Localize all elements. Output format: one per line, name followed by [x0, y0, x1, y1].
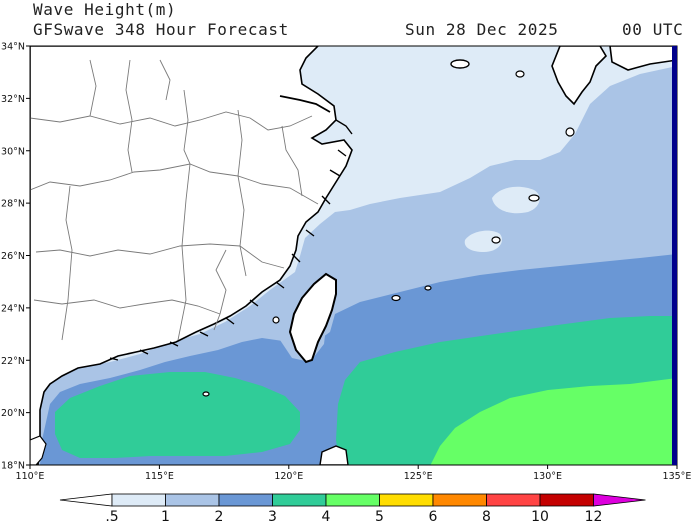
colorbar-label: 6: [429, 509, 438, 525]
colorbar-label: 12: [585, 509, 603, 525]
island: [450, 59, 470, 69]
yangtze-estuary: [279, 95, 331, 113]
island: [391, 294, 401, 302]
colorbar-label: 5: [375, 509, 384, 525]
colorbar-under-arrow: [59, 493, 113, 507]
colorbar-label: 10: [531, 509, 549, 525]
island: [272, 316, 280, 324]
colorbar-label: 4: [322, 509, 331, 525]
island: [202, 391, 210, 397]
lon-label: 120°E: [274, 471, 303, 482]
colorbar-segment: [218, 493, 273, 507]
lat-label: 28°N: [1, 199, 25, 210]
lat-label: 30°N: [1, 146, 25, 157]
colorbar-segment: [111, 493, 166, 507]
wave-band-05-1-patch: [464, 230, 503, 252]
colorbar-segment: [325, 493, 380, 507]
colorbar-segment: [379, 493, 434, 507]
lat-label: 26°N: [1, 251, 25, 262]
colorbar-label: .5: [105, 509, 118, 525]
lat-label: 32°N: [1, 94, 25, 105]
forecast-time: 00 UTC: [622, 20, 684, 39]
wave-band-05-1-patch: [492, 186, 540, 214]
lon-label: 130°E: [533, 471, 562, 482]
island: [424, 285, 432, 291]
forecast-subtitle: GFSwave 348 Hour Forecast: [33, 20, 289, 39]
colorbar-label: 1: [161, 509, 170, 525]
lat-label: 18°N: [1, 461, 25, 472]
lat-label: 22°N: [1, 356, 25, 367]
land-hainan: [30, 435, 47, 465]
wave-height-colorbar: .5 1 2 3 4 5 6 8 10 12: [59, 493, 646, 525]
lat-label: 20°N: [1, 408, 25, 419]
wave-band-3-4-scs: [55, 372, 300, 458]
lon-label: 125°E: [404, 471, 433, 482]
lat-label: 34°N: [1, 42, 25, 53]
land-kyushu: [551, 46, 608, 106]
right-edge-strip: [672, 46, 677, 465]
colorbar-label: 3: [268, 509, 277, 525]
lat-label: 24°N: [1, 303, 25, 314]
colorbar-label: 8: [482, 509, 491, 525]
colorbar-segment: [539, 493, 594, 507]
island: [528, 194, 540, 202]
map-title: Wave Height(m): [33, 0, 177, 19]
colorbar-segment: [432, 493, 487, 507]
colorbar-segment: [165, 493, 220, 507]
province-boundaries: [30, 59, 319, 341]
wave-band-05-1-patch: [335, 71, 355, 103]
lon-label: 115°E: [145, 471, 174, 482]
land-mainland: [30, 46, 353, 465]
coast-detail: [109, 119, 353, 361]
island: [565, 127, 575, 137]
colorbar-label: 2: [215, 509, 224, 525]
colorbar-over-arrow: [593, 493, 646, 507]
island: [491, 236, 501, 244]
colorbar-segment: [272, 493, 327, 507]
lon-label: 110°E: [16, 471, 45, 482]
island: [515, 70, 525, 78]
longitude-axis: 110°E 115°E 120°E 125°E 130°E 135°E: [16, 465, 692, 482]
forecast-date: Sun 28 Dec 2025: [405, 20, 559, 39]
land-luzon: [319, 445, 349, 465]
land-shikoku: [609, 46, 677, 71]
wave-band-4-5: [430, 378, 677, 465]
land-taiwan: [288, 272, 337, 364]
wave-field: [30, 46, 677, 465]
lon-label: 135°E: [663, 471, 692, 482]
colorbar-segment: [486, 493, 541, 507]
latitude-axis: 34°N 32°N 30°N 28°N 26°N 24°N 22°N 20°N 18°N: [1, 42, 30, 472]
